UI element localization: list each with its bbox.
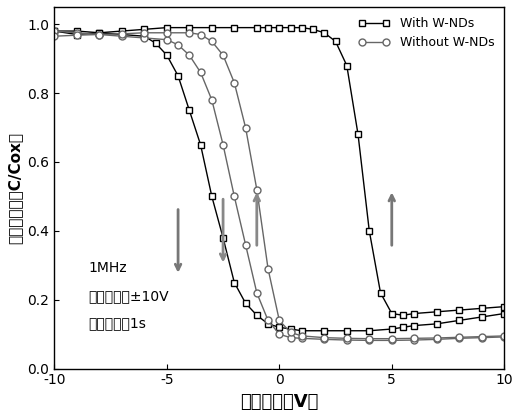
With W-NDs xyxy=(411,323,418,328)
Without W-NDs xyxy=(434,337,440,342)
With W-NDs xyxy=(152,41,159,46)
Text: 扫描电压：±10V: 扫描电压：±10V xyxy=(88,289,168,303)
With W-NDs xyxy=(231,280,238,285)
With W-NDs xyxy=(220,235,226,240)
With W-NDs xyxy=(209,194,215,199)
With W-NDs xyxy=(265,321,271,326)
With W-NDs xyxy=(276,325,282,330)
Without W-NDs xyxy=(231,194,238,199)
With W-NDs xyxy=(141,34,148,39)
Without W-NDs xyxy=(288,335,294,340)
Without W-NDs xyxy=(276,332,282,337)
With W-NDs xyxy=(501,311,508,316)
Without W-NDs xyxy=(74,30,80,35)
Without W-NDs xyxy=(242,242,249,247)
With W-NDs xyxy=(164,53,170,58)
Without W-NDs xyxy=(119,34,125,39)
With W-NDs xyxy=(321,328,328,333)
With W-NDs xyxy=(96,30,102,35)
With W-NDs xyxy=(254,313,260,318)
Without W-NDs xyxy=(198,70,204,75)
Without W-NDs xyxy=(456,336,462,341)
Line: Without W-NDs: Without W-NDs xyxy=(51,28,508,344)
With W-NDs xyxy=(388,326,395,331)
With W-NDs xyxy=(478,314,485,319)
With W-NDs xyxy=(298,328,305,333)
Without W-NDs xyxy=(344,338,350,343)
With W-NDs xyxy=(434,321,440,326)
With W-NDs xyxy=(456,318,462,323)
With W-NDs xyxy=(400,325,406,330)
Without W-NDs xyxy=(411,338,418,343)
Text: 保持时间：1s: 保持时间：1s xyxy=(88,316,146,330)
Without W-NDs xyxy=(164,37,170,42)
With W-NDs xyxy=(186,108,192,113)
Legend: With W-NDs, Without W-NDs: With W-NDs, Without W-NDs xyxy=(355,13,498,53)
Line: With W-NDs: With W-NDs xyxy=(51,28,508,334)
Text: 1MHz: 1MHz xyxy=(88,261,127,275)
Without W-NDs xyxy=(254,291,260,296)
Without W-NDs xyxy=(366,338,372,343)
Without W-NDs xyxy=(220,142,226,147)
With W-NDs xyxy=(175,73,181,78)
Without W-NDs xyxy=(141,36,148,41)
Y-axis label: 标准化电容（C/Cox）: 标准化电容（C/Cox） xyxy=(7,132,22,244)
Without W-NDs xyxy=(175,42,181,47)
Without W-NDs xyxy=(186,53,192,58)
Without W-NDs xyxy=(265,318,271,323)
With W-NDs xyxy=(51,28,58,33)
With W-NDs xyxy=(242,301,249,306)
With W-NDs xyxy=(119,32,125,37)
Without W-NDs xyxy=(209,97,215,102)
With W-NDs xyxy=(198,142,204,147)
X-axis label: 扫描电压（V）: 扫描电压（V） xyxy=(240,393,318,411)
With W-NDs xyxy=(366,328,372,333)
Without W-NDs xyxy=(478,335,485,340)
Without W-NDs xyxy=(96,32,102,37)
With W-NDs xyxy=(344,328,350,333)
Without W-NDs xyxy=(321,337,328,342)
With W-NDs xyxy=(74,28,80,33)
With W-NDs xyxy=(288,326,294,331)
Without W-NDs xyxy=(501,334,508,339)
Without W-NDs xyxy=(298,336,305,341)
Without W-NDs xyxy=(388,338,395,343)
Without W-NDs xyxy=(51,28,58,33)
